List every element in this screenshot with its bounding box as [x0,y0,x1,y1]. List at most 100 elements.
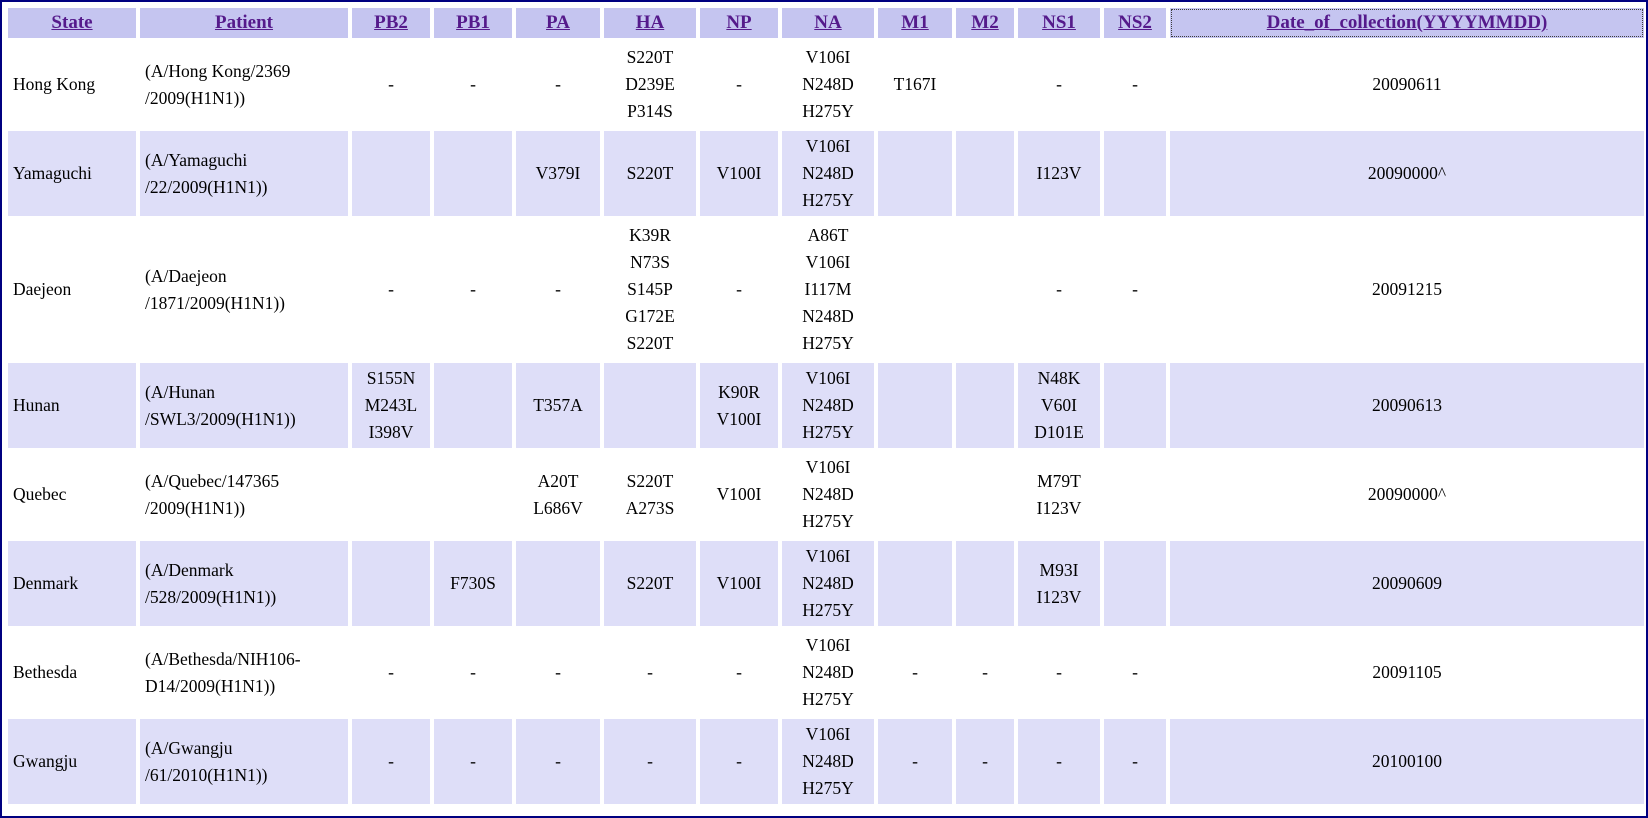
cell-patient: (A/Daejeon/1871/2009(H1N1)) [140,220,348,359]
cell-line: /528/2009(H1N1)) [145,586,277,607]
cell-ns1: - [1018,719,1100,804]
cell-line: V106I [805,368,851,388]
cell-line: V106I [805,252,851,272]
cell-line: N73S [630,252,670,272]
cell-m2 [956,541,1014,626]
cell-line: V379I [535,163,581,183]
cell-line: L686V [533,497,583,518]
sort-column-link[interactable]: M1 [901,12,929,33]
cell-ha [604,363,696,448]
cell-date: 20090000^ [1170,131,1644,216]
cell-m2 [956,131,1014,216]
cell-date: 20091105 [1170,630,1644,715]
cell-line: V100I [716,163,762,183]
cell-line: H275Y [802,422,854,442]
cell-pa: - [516,630,600,715]
cell-m2 [956,42,1014,127]
table-row: Denmark (A/Denmark/528/2009(H1N1)) F730S S2… [8,541,1644,626]
table-row: Quebec (A/Quebec/147365/2009(H1N1)) A20T L6… [8,452,1644,537]
cell-pa: - [516,719,600,804]
table-row: Yamaguchi (A/Yamaguchi/22/2009(H1N1)) V379… [8,131,1644,216]
cell-line: - [388,751,394,771]
cell-ns1: I123V [1018,131,1100,216]
cell-line: - [388,74,394,94]
cell-line: V106I [805,724,851,744]
cell-line: - [647,751,653,771]
sort-column-link[interactable]: NS2 [1118,12,1152,33]
cell-line: N248D [802,573,854,593]
table-row: Hong Kong (A/Hong Kong/2369/2009(H1N1)) - -… [8,42,1644,127]
cell-patient: (A/Yamaguchi/22/2009(H1N1)) [140,131,348,216]
cell-pb2 [352,131,430,216]
cell-patient: (A/Denmark/528/2009(H1N1)) [140,541,348,626]
cell-line: D101E [1034,422,1084,442]
sort-column-link[interactable]: HA [635,12,665,33]
sort-column-link[interactable]: M2 [971,12,999,33]
cell-na: V106I N248D H275Y [782,541,874,626]
cell-pa: V379I [516,131,600,216]
cell-line: S220T [626,47,674,67]
cell-line: 20091215 [1372,279,1442,299]
sort-column-link[interactable]: State [51,12,93,33]
sort-column-link[interactable]: Date_of_collection(YYYYMMDD) [1266,12,1548,33]
cell-line: I123V [1036,586,1082,607]
cell-line: Yamaguchi [13,163,92,183]
sort-column-link[interactable]: PB2 [374,12,408,33]
cell-line: - [982,751,988,771]
cell-line: - [388,279,394,299]
cell-line: /61/2010(H1N1)) [145,764,268,785]
column-header-ns1: NS1 [1018,8,1100,38]
cell-line: - [470,279,476,299]
cell-line: M93I [1039,559,1079,580]
sort-column-link[interactable]: NP [726,12,752,33]
cell-line: /22/2009(H1N1)) [145,176,268,197]
cell-line: 20090613 [1372,395,1442,415]
cell-patient: (A/Hunan/SWL3/2009(H1N1)) [140,363,348,448]
column-header-state: State [8,8,136,38]
cell-pb2: - [352,42,430,127]
cell-line: H275Y [802,600,854,620]
cell-na: A86T V106I I117M N248D H275Y [782,220,874,359]
cell-patient: (A/Bethesda/NIH106- D14/2009(H1N1)) [140,630,348,715]
sort-column-link[interactable]: NA [814,12,842,33]
sort-column-link[interactable]: NS1 [1042,12,1076,33]
cell-m1 [878,131,952,216]
cell-ha: S220T D239E P314S [604,42,696,127]
cell-m1: - [878,719,952,804]
cell-line: 20090609 [1372,573,1442,593]
sort-column-link[interactable]: Patient [214,12,274,33]
sort-column-link[interactable]: PB1 [456,12,490,33]
cell-pb2: - [352,630,430,715]
cell-pa: T357A [516,363,600,448]
cell-ns1: M93I I123V [1018,541,1100,626]
sort-column-link[interactable]: PA [546,12,570,33]
cell-m2: - [956,630,1014,715]
cell-line: Bethesda [13,662,78,682]
cell-line: H275Y [802,511,854,531]
cell-np: V100I [700,131,778,216]
cell-line: I398V [368,422,414,442]
cell-ha: S220T A273S [604,452,696,537]
cell-pb1 [434,452,512,537]
cell-m2 [956,452,1014,537]
cell-ns1: - [1018,42,1100,127]
cell-line: - [647,662,653,682]
cell-m2: - [956,719,1014,804]
column-header-m2: M2 [956,8,1014,38]
cell-line: V106I [805,546,851,566]
cell-np: - [700,220,778,359]
cell-na: V106I N248D H275Y [782,452,874,537]
cell-line: - [912,662,918,682]
cell-line: - [1056,74,1062,94]
cell-line: - [388,662,394,682]
cell-pb2 [352,452,430,537]
cell-date: 20091215 [1170,220,1644,359]
cell-line: Hong Kong [13,74,96,94]
table-row: Bethesda (A/Bethesda/NIH106- D14/2009(H1N1… [8,630,1644,715]
cell-line: N248D [802,163,854,183]
cell-patient: (A/Quebec/147365/2009(H1N1)) [140,452,348,537]
cell-line: H275Y [802,778,854,798]
cell-line: S220T [626,333,674,353]
cell-line: D14/2009(H1N1)) [145,675,276,696]
cell-ha: - [604,719,696,804]
